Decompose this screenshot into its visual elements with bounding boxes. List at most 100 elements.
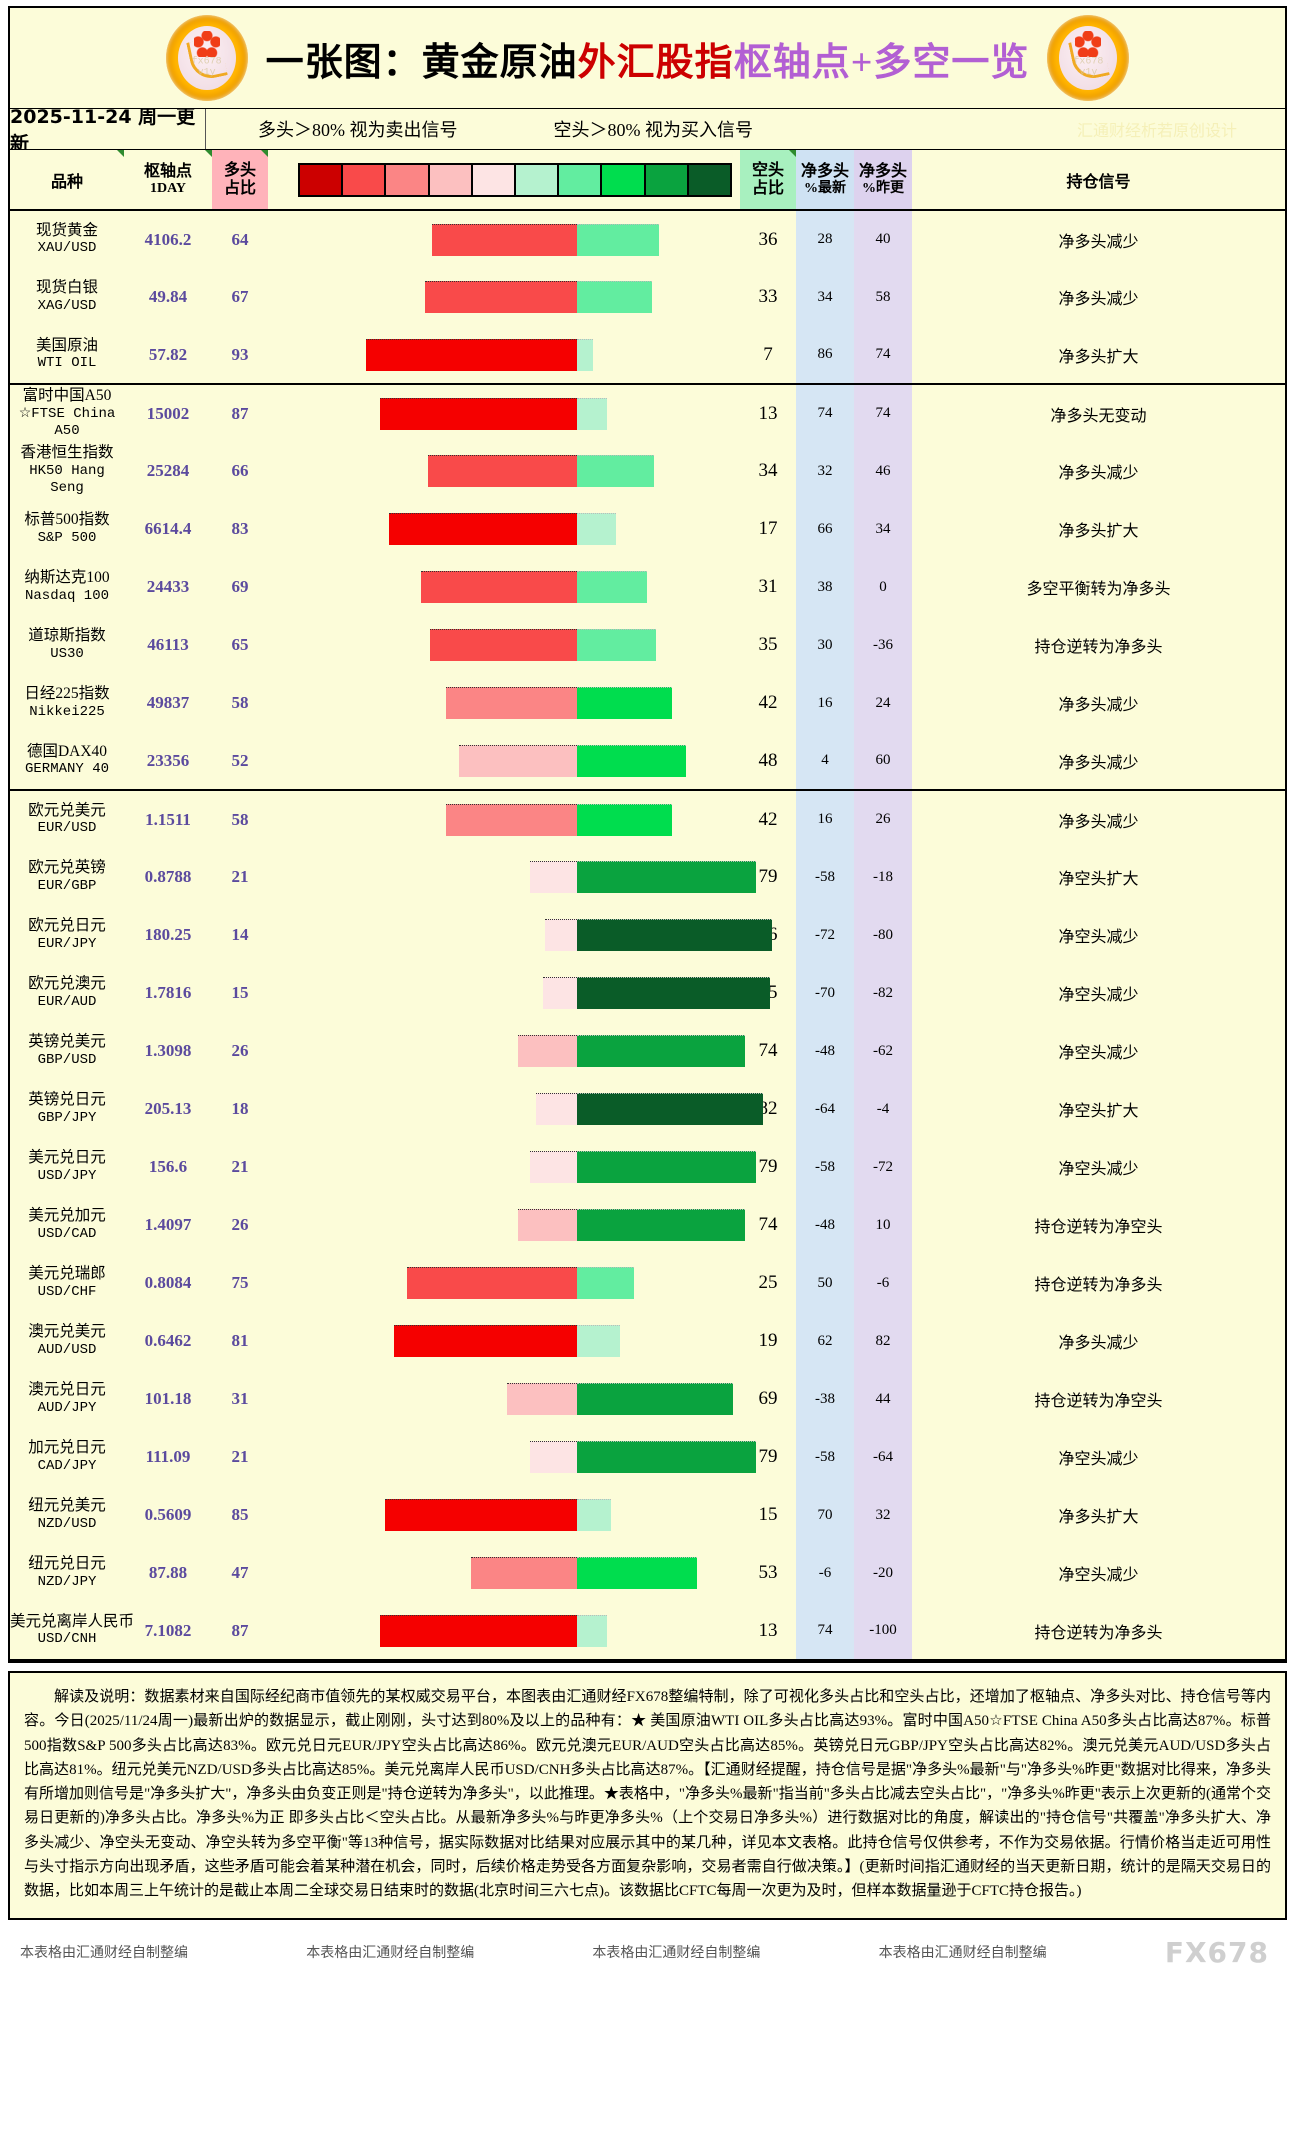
- row-net-prev: 44: [854, 1370, 912, 1428]
- row-bar-cell: [268, 848, 757, 906]
- row-bear-percent: 42: [740, 790, 796, 848]
- instrument-name-en: USD/CAD: [37, 1225, 97, 1242]
- instrument-name-cn: 纽元兑美元: [28, 1497, 106, 1514]
- bear-bar: [577, 397, 607, 430]
- row-bar-cell: [268, 1312, 740, 1370]
- row-position-signal: 持仓逆转为净空头: [912, 1370, 1285, 1428]
- diverging-bar: [268, 564, 740, 610]
- bull-bar: [518, 1209, 578, 1241]
- row-bull-percent: 14: [212, 906, 268, 964]
- instrument-name-cn: 道琼斯指数: [28, 627, 106, 644]
- bull-bar: [407, 1267, 578, 1299]
- row-bear-percent: 25: [740, 1254, 796, 1312]
- instrument-name-cn: 美元兑瑞郎: [28, 1265, 106, 1282]
- bull-bar: [380, 1614, 578, 1647]
- col-header-net-prev-sub: %昨更: [862, 180, 904, 196]
- row-net-latest: 50: [796, 1254, 854, 1312]
- instrument-name-cn: 富时中国A50: [22, 386, 112, 404]
- row-net-latest: 34: [796, 268, 854, 326]
- bear-bar: [577, 1557, 698, 1589]
- bull-bar: [427, 455, 578, 487]
- row-bear-percent: 42: [740, 674, 796, 732]
- row-pivot-value: 46113: [124, 616, 212, 674]
- diverging-bar: [268, 448, 740, 494]
- bear-bar: [577, 919, 772, 951]
- row-net-prev: -82: [854, 964, 912, 1022]
- row-instrument: 道琼斯指数 US30: [10, 616, 124, 674]
- row-pivot-value: 15002: [124, 384, 212, 442]
- row-net-latest: 30: [796, 616, 854, 674]
- table-row: 香港恒生指数 HK50 Hang Seng 25284 66 34 32 46 净多头减少: [10, 442, 1285, 500]
- header-row: 品种 枢轴点 1DAY 多头 占比: [10, 150, 1285, 211]
- row-pivot-value: 24433: [124, 558, 212, 616]
- row-bull-percent: 87: [212, 384, 268, 442]
- bull-bar: [366, 338, 578, 371]
- color-scale-legend: [298, 162, 732, 197]
- table-body: 现货黄金 XAU/USD 4106.2 64 36 28 40 净多头减少 现货白银 XAG/US…: [10, 210, 1285, 1661]
- row-net-latest: 74: [796, 1602, 854, 1661]
- row-position-signal: 持仓逆转为净多头: [912, 616, 1285, 674]
- row-net-latest: -70: [796, 964, 854, 1022]
- row-position-signal: 净多头减少: [912, 210, 1285, 268]
- diverging-bar: [268, 1086, 763, 1132]
- bull-bar: [470, 1557, 578, 1589]
- diverging-bar: [268, 854, 757, 900]
- row-net-prev: -6: [854, 1254, 912, 1312]
- instrument-name-en: GERMANY 40: [24, 761, 109, 778]
- row-bull-percent: 75: [212, 1254, 268, 1312]
- bauhinia-flower-icon: [193, 31, 220, 58]
- bear-bar: [577, 803, 673, 836]
- cell-corner-marker-icon: [261, 150, 268, 157]
- title-part-2: 外汇股指: [577, 41, 734, 84]
- row-net-prev: 0: [854, 558, 912, 616]
- row-pivot-value: 25284: [124, 442, 212, 500]
- table-row: 德国DAX40 GERMANY 40 23356 52 48 4 60 净多头减少: [10, 732, 1285, 791]
- banner: fx678 v1y 一张图：黄金原油外汇股指枢轴点+多空一览 fx678 v1y: [10, 8, 1285, 108]
- col-header-name-label: 品种: [50, 173, 83, 191]
- col-header-name: 品种: [10, 150, 124, 211]
- row-net-prev: 60: [854, 732, 912, 791]
- row-instrument: 欧元兑英镑 EUR/GBP: [10, 848, 124, 906]
- bear-bar: [577, 1325, 621, 1357]
- row-bear-percent: 74: [740, 1022, 796, 1080]
- table-row: 英镑兑日元 GBP/JPY 205.13 18 82 -64 -4 净空头扩大: [10, 1080, 1285, 1138]
- legend-swatch-4: [472, 164, 517, 195]
- row-instrument: 日经225指数 Nikkei225: [10, 674, 124, 732]
- instrument-name-en: USD/CHF: [37, 1283, 97, 1300]
- diverging-bar: [268, 391, 740, 437]
- row-net-latest: -72: [796, 906, 854, 964]
- bull-threshold-note: 多头＞80% 视为卖出信号: [258, 120, 458, 140]
- instrument-name-en: NZD/JPY: [37, 1573, 97, 1590]
- row-net-latest: 62: [796, 1312, 854, 1370]
- row-instrument: 欧元兑美元 EUR/USD: [10, 790, 124, 848]
- row-bar-cell: [268, 1196, 745, 1254]
- row-bull-percent: 21: [212, 1428, 268, 1486]
- table-row: 澳元兑美元 AUD/USD 0.6462 81 19 62 82 净多头减少: [10, 1312, 1285, 1370]
- instrument-name-cn: 现货白银: [35, 279, 98, 296]
- instrument-name-cn: 香港恒生指数: [20, 444, 114, 462]
- row-position-signal: 净多头扩大: [912, 500, 1285, 558]
- row-pivot-value: 1.7816: [124, 964, 212, 1022]
- row-net-latest: 74: [796, 384, 854, 442]
- row-bar-cell: [268, 1080, 763, 1138]
- table-row: 加元兑日元 CAD/JPY 111.09 21 79 -58 -64 净空头减少: [10, 1428, 1285, 1486]
- col-header-bear-label: 空头: [751, 161, 784, 179]
- instrument-name-cn: 纳斯达克100: [24, 569, 110, 586]
- col-header-net-latest-sub: %最新: [804, 180, 846, 196]
- instrument-name-cn: 加元兑日元: [28, 1439, 106, 1456]
- instrument-name-cn: 英镑兑日元: [28, 1091, 106, 1108]
- row-net-latest: -38: [796, 1370, 854, 1428]
- col-header-net-prev-label: 净多头: [858, 162, 907, 180]
- diverging-bar: [268, 912, 772, 958]
- row-net-latest: 70: [796, 1486, 854, 1544]
- row-bear-percent: 33: [740, 268, 796, 326]
- diverging-bar: [268, 1434, 757, 1480]
- col-header-pivot-sub: 1DAY: [149, 180, 187, 196]
- legend-swatch-7: [602, 164, 646, 195]
- diverging-bar: [268, 1028, 745, 1074]
- row-position-signal: 净空头减少: [912, 1138, 1285, 1196]
- row-position-signal: 净空头减少: [912, 906, 1285, 964]
- bear-bar: [577, 1093, 763, 1125]
- table-row: 纽元兑日元 NZD/JPY 87.88 47 53 -6 -20 净空头减少: [10, 1544, 1285, 1602]
- row-bear-percent: 13: [740, 384, 796, 442]
